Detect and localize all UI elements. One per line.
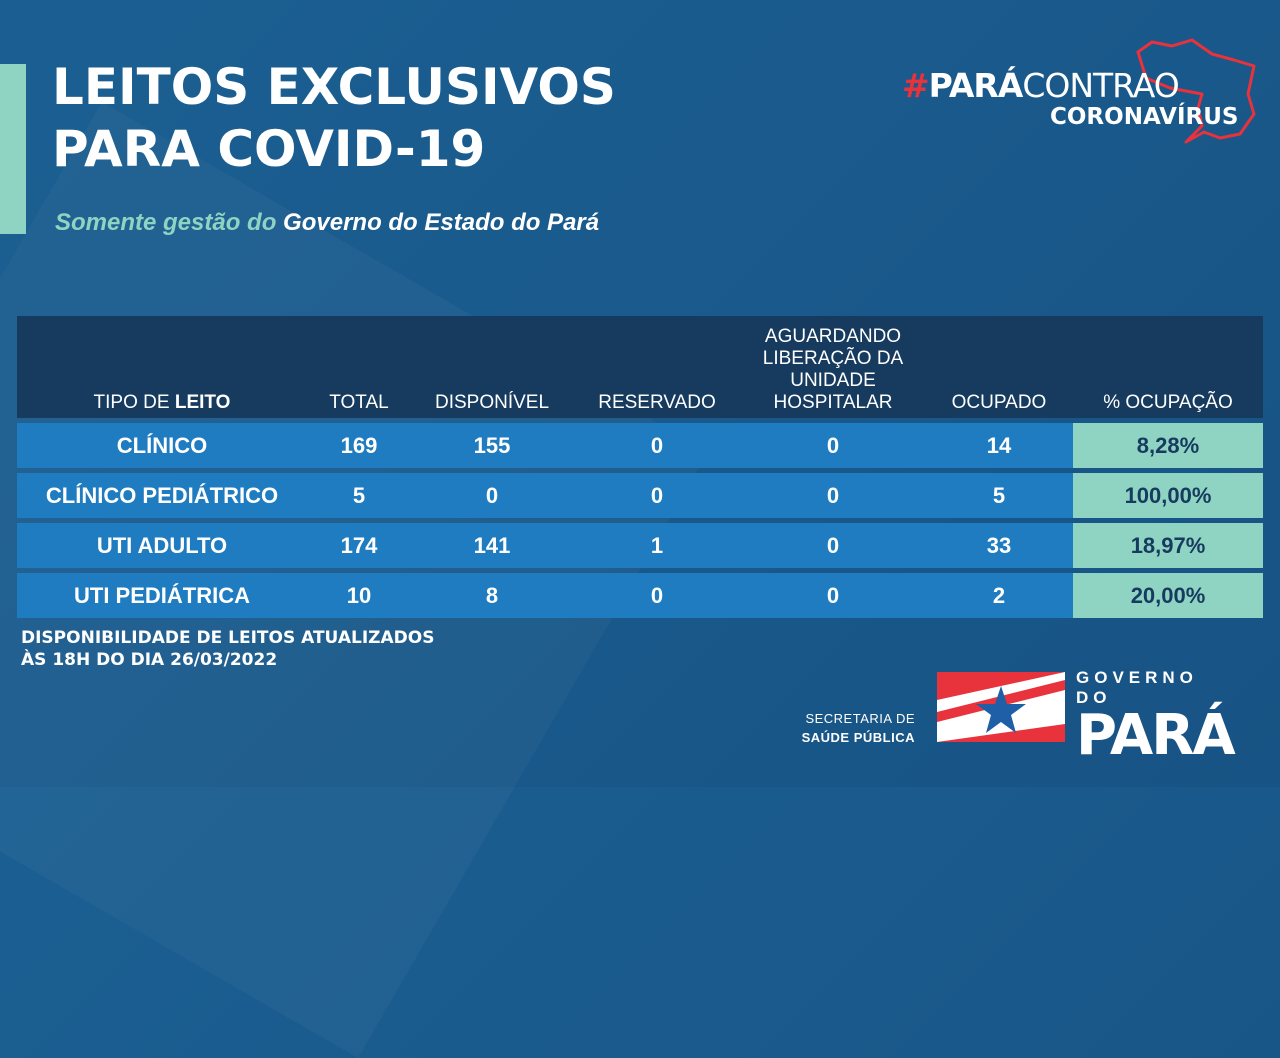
cell-aguardando: 0 (741, 523, 925, 568)
cell-reservado: 0 (573, 473, 741, 518)
cell-aguardando: 0 (741, 423, 925, 468)
secretaria-label: SECRETARIA DE SAÚDE PÚBLICA (770, 709, 915, 747)
cell-tipo: CLÍNICO (17, 423, 307, 468)
subtitle-part-2: Governo do Estado do Pará (283, 209, 600, 236)
governo-line-2: PARÁ (1076, 703, 1236, 768)
table-header-row: TIPO DE LEITO TOTAL DISPONÍVEL RESERVADO… (17, 316, 1263, 418)
header-ocupacao: % OCUPAÇÃO (1073, 316, 1263, 418)
brand-hash: # (902, 66, 930, 105)
brand-line-2: CORONAVÍRUS (1050, 104, 1239, 130)
table-row: CLÍNICO 169 155 0 0 14 8,28% (17, 423, 1263, 468)
header-ocupado: OCUPADO (925, 316, 1073, 418)
title-accent-bar (0, 64, 26, 234)
brand-contra: CONTRAO (1022, 66, 1179, 105)
governo-line-1: GOVERNO DO (1076, 668, 1198, 707)
update-footnote: DISPONIBILIDADE DE LEITOS ATUALIZADOS ÀS… (21, 627, 434, 671)
header-disponivel: DISPONÍVEL (411, 316, 573, 418)
cell-disponivel: 8 (411, 573, 573, 618)
table-row: UTI ADULTO 174 141 1 0 33 18,97% (17, 523, 1263, 568)
cell-reservado: 1 (573, 523, 741, 568)
brand-para: PARÁ (928, 66, 1024, 105)
cell-aguardando: 0 (741, 573, 925, 618)
title-line-2: PARA COVID-19 (52, 120, 486, 178)
header-aguardando: AGUARDANDO LIBERAÇÃO DA UNIDADE HOSPITAL… (741, 316, 925, 418)
cell-ocupado: 2 (925, 573, 1073, 618)
cell-disponivel: 155 (411, 423, 573, 468)
cell-total: 5 (307, 473, 411, 518)
cell-reservado: 0 (573, 573, 741, 618)
cell-tipo: CLÍNICO PEDIÁTRICO (17, 473, 307, 518)
cell-ocupado: 14 (925, 423, 1073, 468)
header-total: TOTAL (307, 316, 411, 418)
cell-ocupacao: 20,00% (1073, 573, 1263, 618)
cell-disponivel: 141 (411, 523, 573, 568)
table-row: CLÍNICO PEDIÁTRICO 5 0 0 0 5 100,00% (17, 473, 1263, 518)
beds-table: TIPO DE LEITO TOTAL DISPONÍVEL RESERVADO… (17, 311, 1263, 623)
cell-tipo: UTI PEDIÁTRICA (17, 573, 307, 618)
para-map-outline-icon (1136, 38, 1256, 144)
cell-ocupado: 33 (925, 523, 1073, 568)
governo-logo: GOVERNO DO PARÁ (1076, 668, 1236, 764)
footnote-line-2: ÀS 18H DO DIA 26/03/2022 (21, 650, 278, 670)
cell-ocupacao: 100,00% (1073, 473, 1263, 518)
secretaria-line-2: SAÚDE PÚBLICA (801, 730, 915, 745)
cell-total: 10 (307, 573, 411, 618)
para-flag-icon (937, 672, 1065, 742)
cell-ocupacao: 8,28% (1073, 423, 1263, 468)
page-title: LEITOS EXCLUSIVOS PARA COVID-19 (52, 56, 616, 180)
subtitle-part-1: Somente gestão do (55, 209, 277, 236)
title-line-1: LEITOS EXCLUSIVOS (52, 58, 616, 116)
header-reservado: RESERVADO (573, 316, 741, 418)
cell-ocupacao: 18,97% (1073, 523, 1263, 568)
cell-aguardando: 0 (741, 473, 925, 518)
brand-line-1: #PARÁCONTRAO (902, 66, 1180, 105)
cell-disponivel: 0 (411, 473, 573, 518)
cell-tipo: UTI ADULTO (17, 523, 307, 568)
cell-reservado: 0 (573, 423, 741, 468)
campaign-brand: #PARÁCONTRAO CORONAVÍRUS (902, 38, 1256, 156)
secretaria-line-1: SECRETARIA DE (805, 711, 915, 726)
footnote-line-1: DISPONIBILIDADE DE LEITOS ATUALIZADOS (21, 628, 435, 648)
cell-total: 174 (307, 523, 411, 568)
cell-total: 169 (307, 423, 411, 468)
table-row: UTI PEDIÁTRICA 10 8 0 0 2 20,00% (17, 573, 1263, 618)
cell-ocupado: 5 (925, 473, 1073, 518)
subtitle: Somente gestão do Governo do Estado do P… (55, 209, 599, 237)
header-tipo: TIPO DE LEITO (17, 316, 307, 418)
